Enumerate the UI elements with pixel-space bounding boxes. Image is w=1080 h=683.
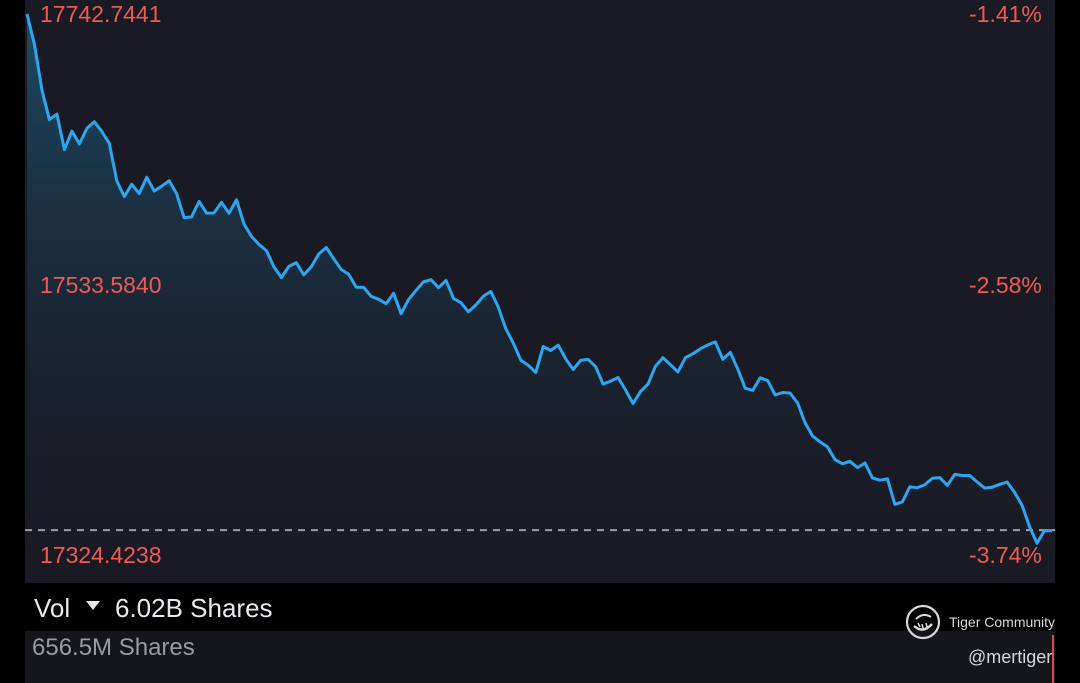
volume-label[interactable]: Vol bbox=[34, 593, 71, 623]
watermark-user: @mertiger bbox=[968, 647, 1053, 667]
tiger-logo-icon bbox=[905, 604, 941, 640]
volume-total: 6.02B Shares bbox=[115, 593, 273, 623]
price-label-high: 17742.7441 bbox=[40, 1, 162, 27]
price-chart[interactable] bbox=[0, 0, 1080, 583]
volume-header bbox=[25, 583, 1055, 631]
watermark-brand: Tiger Community bbox=[949, 614, 1056, 630]
percent-label-mid: -2.58% bbox=[969, 272, 1042, 298]
current-time-marker bbox=[1052, 635, 1054, 683]
caret-down-icon[interactable] bbox=[86, 601, 100, 611]
price-line bbox=[25, 13, 1053, 545]
volume-panel bbox=[25, 631, 1055, 683]
price-label-mid: 17533.5840 bbox=[40, 272, 162, 298]
percent-label-high: -1.41% bbox=[969, 1, 1042, 27]
volume-current: 656.5M Shares bbox=[32, 634, 195, 661]
price-area bbox=[27, 14, 1052, 583]
percent-label-low: -3.74% bbox=[969, 542, 1042, 568]
price-label-low: 17324.4238 bbox=[40, 542, 162, 568]
